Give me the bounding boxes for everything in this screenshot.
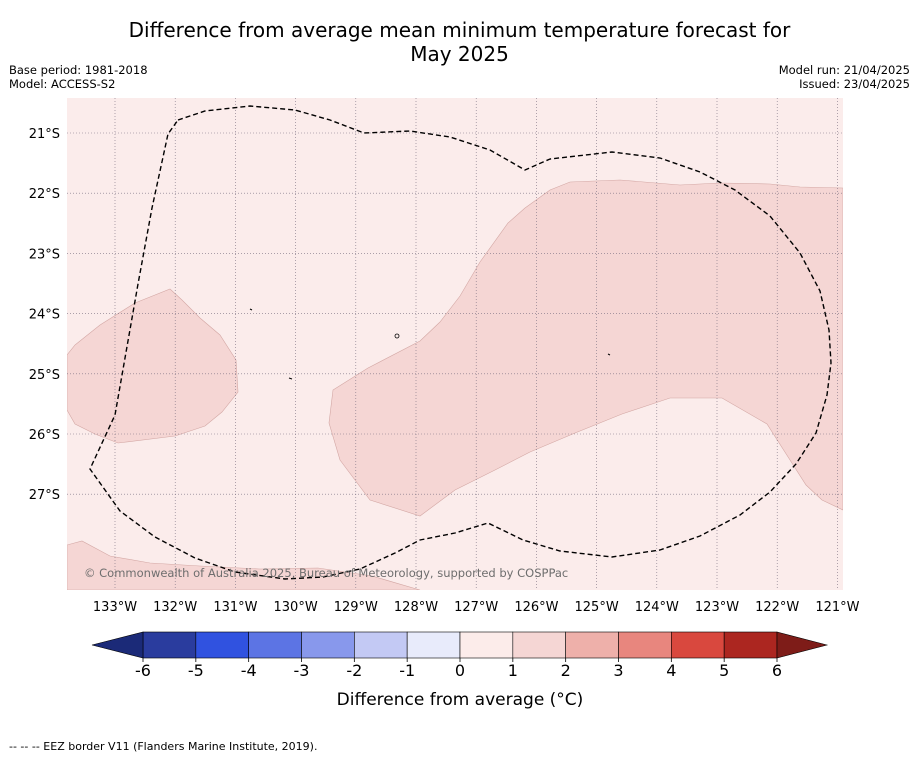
colorbar-tick-label: 3 — [613, 661, 623, 680]
colorbar-segment — [565, 631, 619, 659]
longitude-label: 121°W — [815, 600, 859, 615]
colorbar: -6 -5 -4 -3 -2 -1 0 1 2 3 4 5 6 Difference from aver… — [91, 631, 829, 710]
longitude-label: 128°W — [394, 600, 438, 615]
longitude-label: 127°W — [454, 600, 498, 615]
colorbar-tick-label: -1 — [399, 661, 415, 680]
longitude-label: 122°W — [755, 600, 799, 615]
longitude-labels: 133°W 132°W 131°W 130°W 129°W 128°W 127°W 126°W… — [93, 600, 860, 615]
colorbar-segment — [671, 631, 725, 659]
chart-title: Difference from average mean minimum tem… — [0, 18, 919, 66]
copyright-notice: © Commonwealth of Australia 2025, Bureau… — [84, 566, 568, 580]
colorbar-segment — [512, 631, 566, 659]
latitude-label: 26°S — [29, 428, 60, 443]
colorbar-tick-label: -2 — [346, 661, 362, 680]
colorbar-tick-label: -3 — [294, 661, 310, 680]
colorbar-segment — [248, 631, 302, 659]
island-marker — [607, 353, 611, 356]
base-period: Base period: 1981-2018 — [9, 63, 148, 77]
issued-date: Issued: 23/04/2025 — [799, 77, 910, 91]
colorbar-segments — [142, 631, 778, 659]
island-marker — [288, 377, 293, 380]
latitude-label: 22°S — [29, 187, 60, 202]
island-marker — [249, 308, 253, 311]
forecast-info-left: Base period: 1981-2018 Model: ACCESS-S2 — [9, 63, 148, 91]
longitude-label: 130°W — [274, 600, 318, 615]
latitude-label: 23°S — [29, 247, 60, 262]
title-line-1: Difference from average mean minimum tem… — [128, 18, 791, 42]
eez-border-line — [89, 105, 832, 580]
colorbar-label: Difference from average (°C) — [337, 690, 584, 710]
model-run: Model run: 21/04/2025 — [778, 63, 910, 77]
colorbar-segment — [406, 631, 461, 659]
colorbar-segment — [618, 631, 672, 659]
map-contents: © Commonwealth of Australia 2025, Bureau… — [67, 98, 843, 590]
longitude-label: 131°W — [213, 600, 257, 615]
anomaly-region-west — [67, 288, 239, 444]
latitude-label: 21°S — [29, 127, 60, 142]
colorbar-high-extension — [776, 631, 829, 659]
colorbar-segment — [354, 631, 408, 659]
forecast-map-figure: © Commonwealth of Australia 2025, Bureau… — [29, 98, 860, 710]
colorbar-segment — [723, 631, 778, 659]
colorbar-tick-label: -4 — [241, 661, 257, 680]
latitude-label: 27°S — [29, 488, 60, 503]
anomaly-region-southwest — [67, 540, 421, 590]
map-panel: © Commonwealth of Australia 2025, Bureau… — [29, 98, 860, 615]
colorbar-tick-label: 2 — [561, 661, 571, 680]
longitude-label: 123°W — [695, 600, 739, 615]
colorbar-tick-label: 0 — [455, 661, 465, 680]
colorbar-tick-label: 4 — [666, 661, 676, 680]
island-marker — [394, 333, 400, 339]
forecast-info-right: Model run: 21/04/2025 Issued: 23/04/2025 — [779, 63, 910, 91]
longitude-label: 132°W — [153, 600, 197, 615]
colorbar-segment — [459, 631, 514, 659]
colorbar-tick-label: 1 — [508, 661, 518, 680]
colorbar-tick-label: 5 — [719, 661, 729, 680]
colorbar-tick-label: -6 — [135, 661, 151, 680]
anomaly-region-main — [328, 179, 843, 517]
longitude-label: 133°W — [93, 600, 137, 615]
longitude-label: 125°W — [575, 600, 619, 615]
graticule — [67, 98, 843, 590]
longitude-label: 129°W — [334, 600, 378, 615]
colorbar-tick-label: 6 — [772, 661, 782, 680]
longitude-label: 124°W — [635, 600, 679, 615]
model-name: Model: ACCESS-S2 — [9, 77, 116, 91]
colorbar-tick-label: -5 — [188, 661, 204, 680]
colorbar-segment — [301, 631, 355, 659]
latitude-label: 25°S — [29, 368, 60, 383]
latitude-label: 24°S — [29, 308, 60, 323]
colorbar-low-extension — [91, 631, 144, 659]
colorbar-ticks: -6 -5 -4 -3 -2 -1 0 1 2 3 4 5 6 — [135, 658, 782, 680]
eez-legend-note: -- -- -- EEZ border V11 (Flanders Marine… — [9, 740, 318, 753]
island-markers — [249, 308, 611, 380]
colorbar-segment — [195, 631, 249, 659]
title-line-2: May 2025 — [410, 42, 509, 66]
latitude-labels: 21°S 22°S 23°S 24°S 25°S 26°S 27°S — [29, 127, 60, 503]
longitude-label: 126°W — [514, 600, 558, 615]
colorbar-segment — [142, 631, 197, 659]
